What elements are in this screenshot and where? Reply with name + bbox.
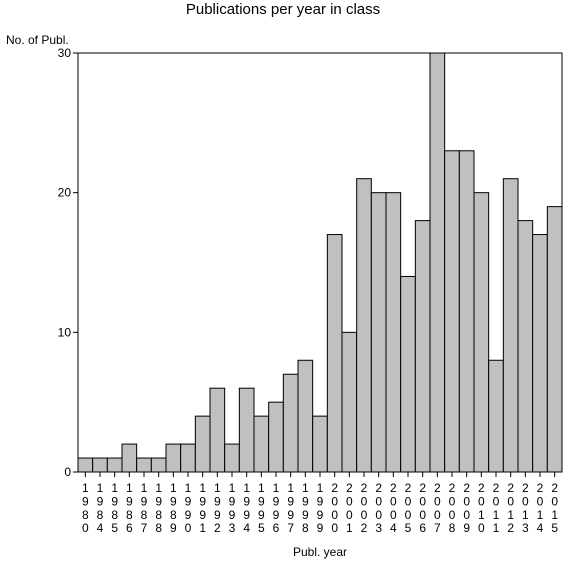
bar <box>532 234 548 473</box>
bar <box>517 220 534 473</box>
y-tick-label: 0 <box>64 465 71 479</box>
bar <box>136 457 152 473</box>
bar <box>414 220 431 473</box>
bar <box>121 443 138 473</box>
y-axis-label: No. of Publ. <box>6 33 69 47</box>
bar <box>429 52 446 473</box>
bar <box>297 359 314 473</box>
bar <box>165 443 182 473</box>
bar <box>77 457 94 473</box>
bar <box>150 457 167 473</box>
bar <box>356 178 372 473</box>
bar <box>194 415 211 473</box>
y-tick-label: 30 <box>58 46 72 60</box>
bar <box>502 178 519 473</box>
bar <box>238 387 255 473</box>
bar <box>473 192 490 473</box>
bar <box>180 443 196 473</box>
y-tick-label: 10 <box>58 325 72 339</box>
bar <box>106 457 123 473</box>
bar <box>282 373 299 473</box>
chart-title: Publications per year in class <box>186 1 380 18</box>
bar <box>92 457 108 473</box>
bar <box>224 443 240 473</box>
x-axis-label: Publ. year <box>293 545 347 559</box>
bar <box>458 150 475 473</box>
bar <box>385 192 402 473</box>
bar <box>488 359 504 473</box>
bar <box>312 415 328 473</box>
plot-area: 0 10 20 30 1 9 8 0 1 9 8 4 1 9 8 5 1 9 8 6 1 9 8 7 1 9 8 8 1 9 8 9 1 9 9 0 1… <box>58 46 563 535</box>
bar <box>370 192 387 473</box>
bar <box>253 415 270 473</box>
bar <box>546 206 563 473</box>
bar <box>326 234 343 473</box>
y-tick-label: 20 <box>58 186 72 200</box>
bar <box>209 387 226 473</box>
bar <box>400 275 416 473</box>
bar <box>444 150 460 473</box>
bar <box>268 401 284 473</box>
bar <box>341 331 358 473</box>
